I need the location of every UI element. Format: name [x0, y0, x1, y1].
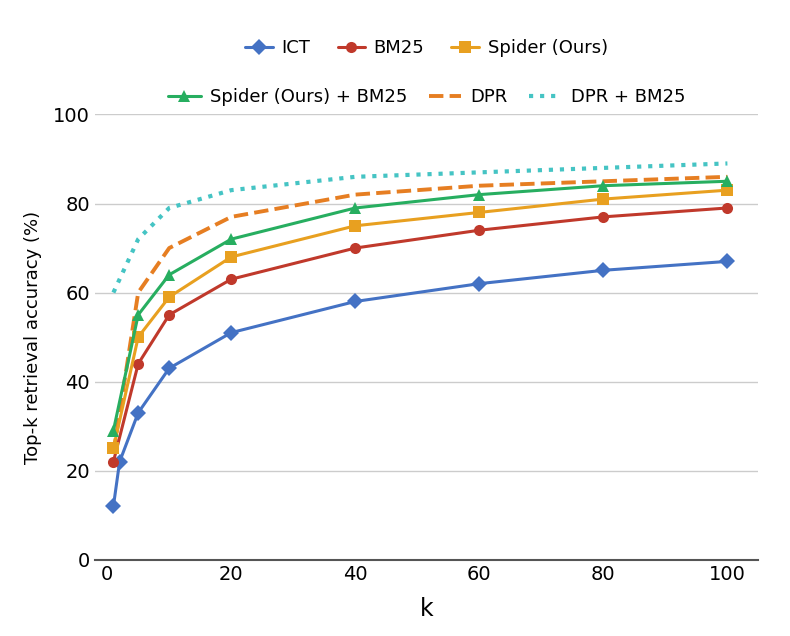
- ICT: [164, 364, 174, 372]
- Spider (Ours) + BM25: [164, 271, 174, 279]
- Line: Spider (Ours): Spider (Ours): [108, 184, 733, 454]
- DPR + BM25: [227, 186, 236, 194]
- DPR: [134, 289, 143, 296]
- Spider (Ours): [164, 293, 174, 301]
- Spider (Ours): [475, 209, 484, 216]
- DPR + BM25: [351, 173, 360, 181]
- BM25: [164, 311, 174, 319]
- DPR + BM25: [599, 164, 608, 172]
- Spider (Ours): [351, 222, 360, 230]
- DPR: [164, 244, 174, 252]
- DPR: [723, 173, 732, 181]
- Spider (Ours) + BM25: [227, 235, 236, 243]
- Line: DPR + BM25: DPR + BM25: [114, 163, 728, 293]
- ICT: [723, 258, 732, 265]
- Legend: Spider (Ours) + BM25, DPR, DPR + BM25: Spider (Ours) + BM25, DPR, DPR + BM25: [168, 88, 685, 106]
- BM25: [351, 244, 360, 252]
- Spider (Ours) + BM25: [723, 177, 732, 185]
- BM25: [475, 226, 484, 234]
- DPR: [109, 449, 118, 457]
- Spider (Ours): [599, 195, 608, 203]
- BM25: [227, 275, 236, 283]
- X-axis label: k: k: [419, 597, 434, 621]
- Line: Spider (Ours) + BM25: Spider (Ours) + BM25: [107, 175, 734, 437]
- Line: BM25: BM25: [108, 202, 733, 467]
- DPR + BM25: [134, 235, 143, 243]
- Line: DPR: DPR: [114, 177, 728, 453]
- DPR + BM25: [109, 289, 118, 296]
- DPR: [227, 213, 236, 221]
- ICT: [227, 329, 236, 336]
- ICT: [109, 502, 118, 510]
- ICT: [475, 280, 484, 287]
- BM25: [723, 204, 732, 212]
- Spider (Ours): [723, 186, 732, 194]
- ICT: [134, 409, 143, 417]
- Spider (Ours): [227, 253, 236, 261]
- BM25: [134, 360, 143, 368]
- BM25: [599, 213, 608, 221]
- Spider (Ours) + BM25: [351, 204, 360, 212]
- Spider (Ours) + BM25: [475, 191, 484, 198]
- Line: ICT: ICT: [108, 256, 733, 512]
- Spider (Ours): [109, 445, 118, 452]
- Spider (Ours) + BM25: [109, 427, 118, 434]
- DPR + BM25: [475, 169, 484, 176]
- Spider (Ours) + BM25: [134, 311, 143, 319]
- Spider (Ours) + BM25: [599, 182, 608, 190]
- DPR + BM25: [723, 160, 732, 167]
- DPR: [475, 182, 484, 190]
- ICT: [351, 298, 360, 305]
- ICT: [599, 266, 608, 274]
- DPR: [351, 191, 360, 198]
- ICT: [115, 458, 124, 466]
- Y-axis label: Top-k retrieval accuracy (%): Top-k retrieval accuracy (%): [24, 211, 42, 464]
- BM25: [109, 458, 118, 466]
- DPR: [599, 177, 608, 185]
- Spider (Ours): [134, 333, 143, 341]
- DPR + BM25: [164, 204, 174, 212]
